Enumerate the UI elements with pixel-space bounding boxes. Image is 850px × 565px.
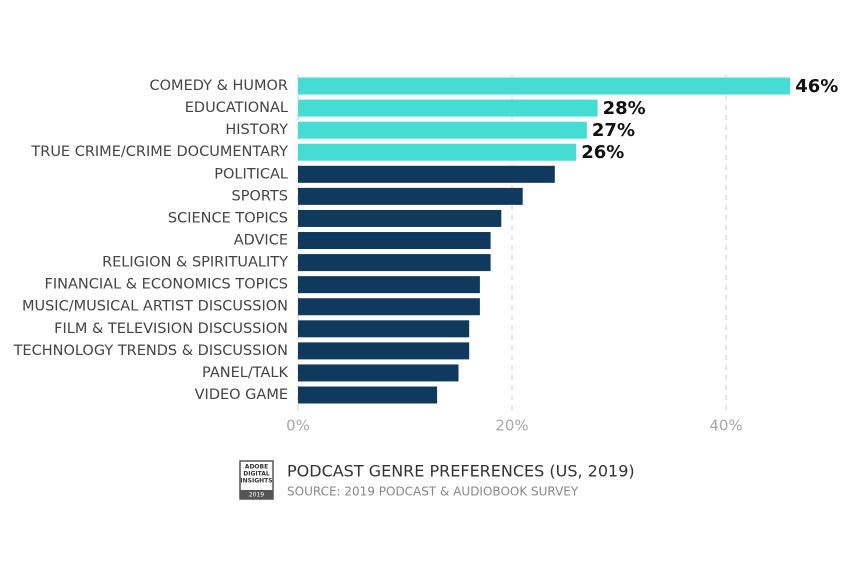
x-tick-label: 20% (495, 417, 528, 435)
y-tick-label: PANEL/TALK (202, 365, 288, 381)
x-tick-label: 0% (286, 417, 310, 435)
value-label: 26% (581, 142, 624, 163)
logo-text: INSIGHTS (240, 478, 272, 485)
y-tick-label: ADVICE (234, 233, 288, 249)
y-tick-label: SCIENCE TOPICS (168, 210, 288, 226)
logo-band (240, 490, 273, 499)
y-tick-label: RELIGION & SPIRITUALITY (102, 255, 288, 271)
bar (298, 276, 480, 294)
bar (298, 342, 470, 360)
bar (298, 386, 438, 404)
logo-text: ADOBE (245, 464, 268, 471)
y-tick-label: FINANCIAL & ECONOMICS TOPICS (45, 277, 288, 293)
bar (298, 364, 459, 382)
y-tick-label: COMEDY & HUMOR (150, 78, 288, 94)
logo-text: 2019 (249, 492, 264, 499)
bar (298, 209, 502, 227)
bar (298, 254, 491, 272)
bar (298, 121, 587, 139)
bar (298, 320, 470, 338)
value-label: 28% (603, 98, 646, 119)
bar (298, 187, 523, 205)
y-tick-label: TRUE CRIME/CRIME DOCUMENTARY (30, 144, 288, 160)
y-tick-label: TECHNOLOGY TRENDS & DISCUSSION (13, 343, 288, 359)
x-tick-label: 40% (709, 417, 742, 435)
value-label: 46% (795, 76, 838, 97)
bar (298, 143, 577, 161)
y-tick-label: HISTORY (225, 122, 288, 138)
bar (298, 165, 555, 183)
y-tick-label: FILM & TELEVISION DISCUSSION (54, 321, 288, 337)
logo: ADOBE DIGITAL INSIGHTS 2019 (239, 460, 274, 500)
y-tick-label: SPORTS (232, 188, 288, 204)
bar (298, 298, 480, 316)
y-tick-label: EDUCATIONAL (185, 100, 288, 116)
chart-title: PODCAST GENRE PREFERENCES (US, 2019) (287, 462, 635, 481)
y-tick-label: VIDEO GAME (195, 387, 288, 403)
chart-subtitle: SOURCE: 2019 PODCAST & AUDIOBOOK SURVEY (287, 485, 579, 499)
value-label: 27% (592, 120, 635, 141)
y-tick-label: POLITICAL (214, 166, 288, 182)
bar (298, 99, 598, 117)
bar (298, 232, 491, 250)
logo-text: DIGITAL (243, 471, 270, 478)
bar (298, 77, 791, 95)
y-tick-label: MUSIC/MUSICAL ARTIST DISCUSSION (22, 299, 288, 315)
